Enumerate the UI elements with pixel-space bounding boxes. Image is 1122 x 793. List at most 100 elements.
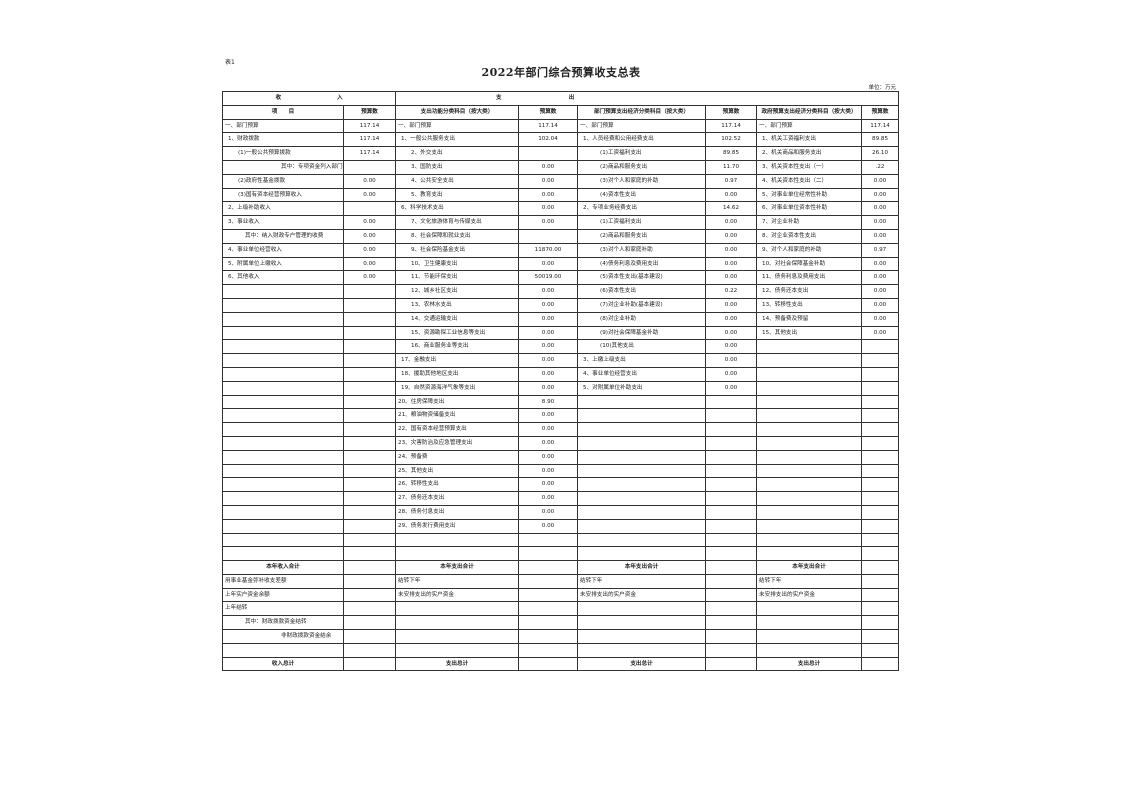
item-name-cell [222,422,344,437]
budget-amount-cell [705,435,758,451]
item-name-cell: 21、粮油物资储备支出 [395,408,520,424]
budget-amount-cell [705,422,758,437]
item-name-cell: 10、卫生健康支出 [395,256,520,272]
item-name-cell: 4、机关资本性支出（二） [756,173,863,189]
item-name-cell [222,642,344,658]
item-name-cell: 本年支出合计 [756,560,863,575]
item-name-cell [577,504,707,520]
item-name-cell: 本年支出合计 [395,560,520,575]
item-name-cell [222,380,344,396]
budget-amount-cell [861,546,900,562]
budget-amount-cell: 0.00 [342,173,397,189]
table-row: 5、附属单位上缴收入 0.00 10、卫生健康支出 0.00 (4)债务利息及费用支出 0… [222,256,900,272]
budget-amount-cell [518,573,579,589]
budget-amount-cell: 0.00 [705,256,758,272]
item-name-cell: 26、转移性支出 [395,477,520,493]
budget-amount-cell: 0.00 [861,215,900,230]
budget-amount-cell: 0.00 [342,256,397,272]
budget-amount-cell: 0.00 [518,201,579,217]
item-name-cell [577,449,707,465]
budget-amount-cell [342,573,397,589]
item-name-cell: 3、事业收入 [222,215,344,230]
item-name-cell [395,601,520,617]
budget-amount-cell: 0.00 [861,173,900,189]
item-name-cell: 15、其他支出 [756,325,863,341]
item-name-cell [222,394,344,410]
item-name-cell: 支出功能分类科目（按大类） [395,104,520,120]
budget-amount-cell: 0.00 [342,228,397,244]
budget-amount-cell: 0.00 [518,297,579,313]
item-name-cell: 结转下年 [756,573,863,589]
unit-label: 单位：万元 [868,85,896,91]
budget-amount-cell [705,629,758,644]
item-name-cell: 4、事业单位经营收入 [222,242,344,258]
budget-amount-cell [861,629,900,644]
item-name-cell [395,532,520,548]
item-name-cell: 支出总计 [756,656,863,672]
budget-amount-cell: 8.90 [518,394,579,410]
budget-amount-cell [861,339,900,355]
item-name-cell: 5、对附属单位补助支出 [577,380,707,396]
item-name-cell: 2、专项业务经费支出 [577,201,707,217]
budget-amount-cell: 0.00 [861,311,900,327]
table-row [222,546,900,562]
budget-amount-cell [861,573,900,589]
budget-amount-cell: 0.97 [861,242,900,258]
budget-amount-cell [342,201,397,217]
budget-amount-cell: 0.00 [518,477,579,493]
budget-amount-cell: 预算数 [518,104,579,120]
item-name-cell [756,477,863,493]
budget-amount-cell [705,615,758,631]
table-row: 26、转移性支出 0.00 [222,477,900,493]
table-row: 27、债务还本支出 0.00 [222,491,900,506]
budget-amount-cell: 11.70 [705,159,758,175]
item-name-cell: 25、其他支出 [395,463,520,479]
item-name-cell: 4、事业单位经营支出 [577,366,707,382]
item-name-cell [577,601,707,617]
item-name-cell: (3)国有资本经营预算收入 [222,187,344,203]
footer-row: 上年实户资金余额 未安排支出的实户资金 未安排支出的实户资金 未安排支出的实户资金 [222,587,900,603]
budget-amount-cell: 预算数 [861,104,900,120]
budget-amount-cell [518,532,579,548]
budget-amount-cell [342,463,397,479]
item-name-cell: 部门预算支出经济分类科目（按大类） [577,104,707,120]
budget-amount-cell [705,394,758,410]
item-name-cell: 未安排支出的实户资金 [395,587,520,603]
item-name-cell: (3)对个人和家庭补助 [577,242,707,258]
budget-amount-cell [342,546,397,562]
budget-amount-cell: 0.00 [342,187,397,203]
budget-amount-cell [518,546,579,562]
table-row: 3、事业收入 0.00 7、文化旅游体育与传媒支出 0.00 (1)工资福利支出 0.00… [222,215,900,230]
budget-amount-cell: 117.14 [342,132,397,148]
budget-amount-cell [518,642,579,658]
budget-amount-cell [861,463,900,479]
budget-amount-cell [705,642,758,658]
budget-amount-cell: 0.00 [518,380,579,396]
budget-amount-cell: 0.00 [518,159,579,175]
item-name-cell [222,339,344,355]
budget-amount-cell [705,463,758,479]
budget-amount-cell: 0.00 [861,201,900,217]
budget-amount-cell [861,449,900,465]
item-name-cell [577,463,707,479]
item-name-cell [756,601,863,617]
item-name-cell: 6、其他收入 [222,270,344,286]
page-title: 2022年部门综合预算收支总表 [481,66,641,79]
item-name-cell [577,491,707,506]
item-name-cell [222,532,344,548]
budget-amount-cell [518,228,579,244]
item-name-cell: 其中：纳入财政专户管理的收费 [222,228,344,244]
budget-amount-cell [342,560,397,575]
budget-amount-cell: 0.00 [861,284,900,299]
item-name-cell: (6)资本性支出 [577,284,707,299]
budget-amount-cell: 26.10 [861,146,900,161]
budget-amount-cell [861,504,900,520]
budget-amount-cell: 117.14 [342,146,397,161]
budget-amount-cell [342,615,397,631]
table-row: 21、粮油物资储备支出 0.00 [222,408,900,424]
item-name-cell [756,449,863,465]
budget-amount-cell: 0.00 [705,297,758,313]
item-name-cell: 23、灾害防治及应急管理支出 [395,435,520,451]
item-name-cell [577,615,707,631]
item-name-cell [222,518,344,534]
